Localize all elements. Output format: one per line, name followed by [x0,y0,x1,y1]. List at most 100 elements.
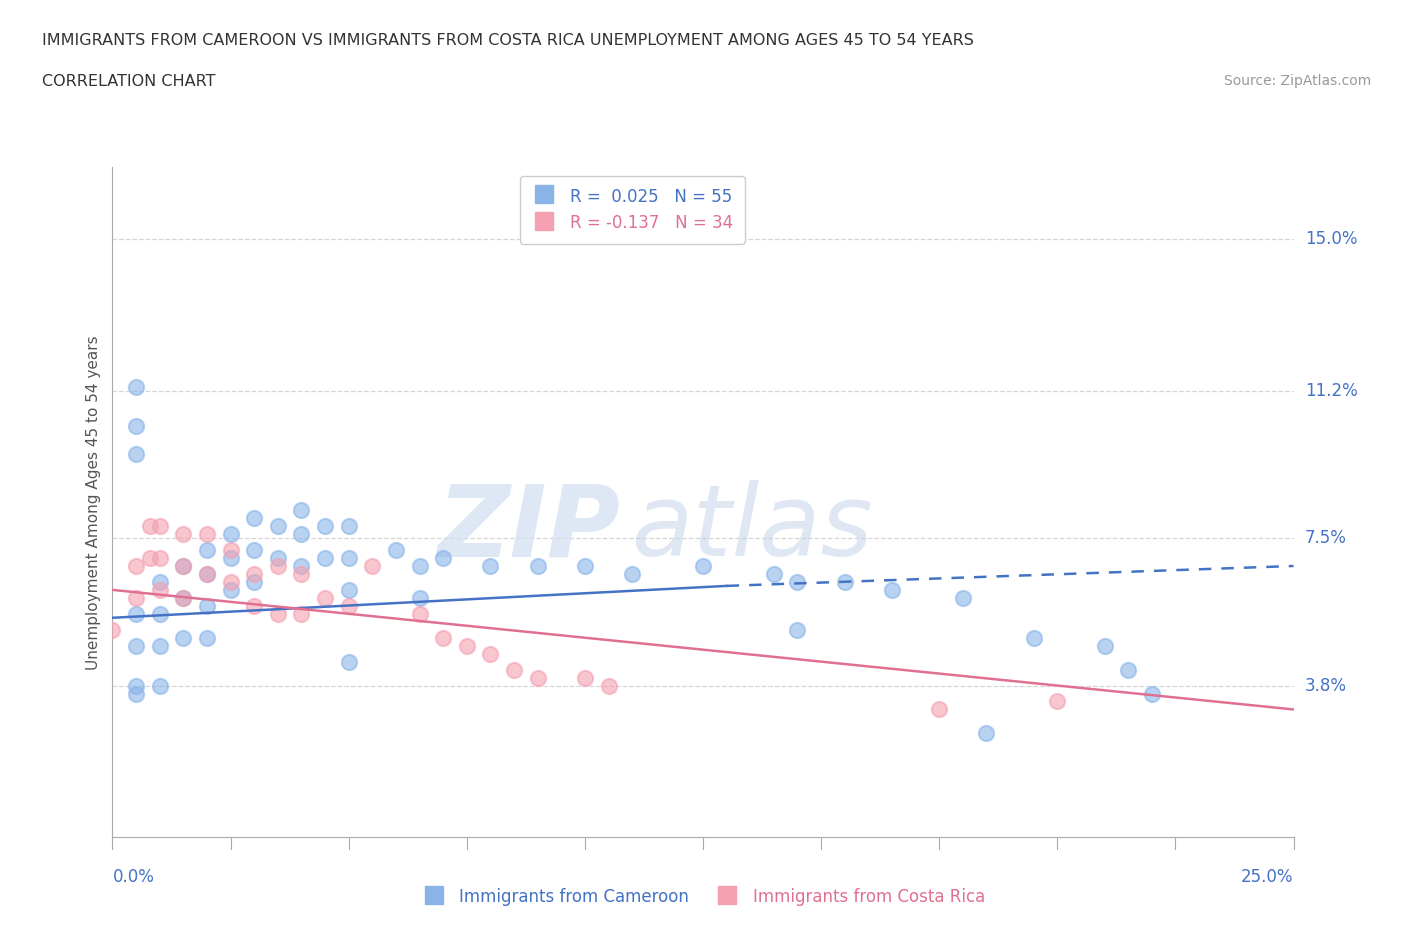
Point [195,566,218,581]
Point [337,551,360,565]
Text: ZIP: ZIP [437,481,620,578]
Point [976,726,998,741]
Point [139,519,162,534]
Point [125,638,148,653]
Point [314,591,336,605]
Point [574,559,596,574]
Point [139,551,162,565]
Point [479,559,502,574]
Point [408,606,430,621]
Point [125,419,148,434]
Point [172,631,194,645]
Point [1046,694,1069,709]
Text: 15.0%: 15.0% [1305,230,1357,248]
Point [149,551,172,565]
Point [432,551,454,565]
Point [219,542,242,557]
Point [172,591,194,605]
Point [290,526,312,541]
Point [243,542,266,557]
Point [337,654,360,669]
Point [1022,631,1045,645]
Point [290,606,312,621]
Point [928,702,950,717]
Point [219,551,242,565]
Point [786,622,808,637]
Point [314,551,336,565]
Point [314,519,336,534]
Point [219,526,242,541]
Point [762,566,785,581]
Text: 25.0%: 25.0% [1241,868,1294,885]
Point [267,559,290,574]
Point [172,591,194,605]
Point [1116,662,1139,677]
Legend: Immigrants from Cameroon, Immigrants from Costa Rica: Immigrants from Cameroon, Immigrants fro… [415,881,991,912]
Point [385,542,408,557]
Point [361,559,384,574]
Point [149,575,172,590]
Point [125,678,148,693]
Point [952,591,974,605]
Point [243,511,266,525]
Y-axis label: Unemployment Among Ages 45 to 54 years: Unemployment Among Ages 45 to 54 years [86,335,101,670]
Point [195,598,218,613]
Point [219,582,242,597]
Point [149,606,172,621]
Point [290,566,312,581]
Point [574,671,596,685]
Point [267,551,290,565]
Point [149,638,172,653]
Point [125,379,148,394]
Point [1094,638,1116,653]
Point [219,575,242,590]
Text: Source: ZipAtlas.com: Source: ZipAtlas.com [1223,74,1371,88]
Point [172,526,194,541]
Text: 11.2%: 11.2% [1305,381,1357,400]
Point [243,566,266,581]
Point [1140,686,1163,701]
Point [526,671,548,685]
Text: 3.8%: 3.8% [1305,676,1347,695]
Point [149,582,172,597]
Point [408,559,430,574]
Text: 0.0%: 0.0% [112,868,155,885]
Point [408,591,430,605]
Point [125,447,148,462]
Point [125,559,148,574]
Point [337,582,360,597]
Text: 7.5%: 7.5% [1305,529,1347,547]
Point [598,678,620,693]
Legend: R =  0.025   N = 55, R = -0.137   N = 34: R = 0.025 N = 55, R = -0.137 N = 34 [520,176,745,244]
Point [432,631,454,645]
Point [101,622,124,637]
Text: atlas: atlas [633,481,873,578]
Point [172,559,194,574]
Point [479,646,502,661]
Point [526,559,548,574]
Point [125,606,148,621]
Point [290,503,312,518]
Point [290,559,312,574]
Point [195,566,218,581]
Point [125,591,148,605]
Point [267,519,290,534]
Point [125,686,148,701]
Point [149,519,172,534]
Point [621,566,644,581]
Point [172,559,194,574]
Point [834,575,856,590]
Point [692,559,714,574]
Point [267,606,290,621]
Point [880,582,903,597]
Point [195,542,218,557]
Point [337,519,360,534]
Point [195,526,218,541]
Text: CORRELATION CHART: CORRELATION CHART [42,74,215,89]
Point [243,575,266,590]
Point [786,575,808,590]
Point [503,662,526,677]
Point [149,678,172,693]
Point [456,638,478,653]
Point [337,598,360,613]
